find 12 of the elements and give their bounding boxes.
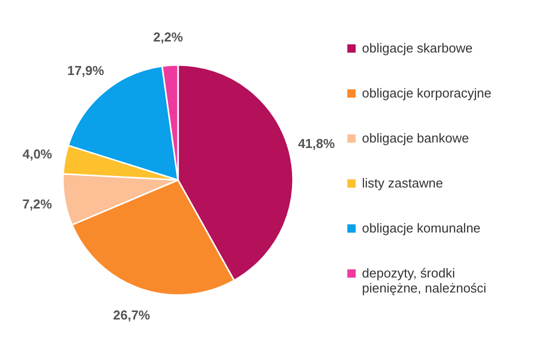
data-label: 4,0% (22, 146, 53, 162)
data-label: 17,9% (67, 62, 105, 78)
legend-label: obligacje korporacyjne (362, 86, 492, 100)
legend-label: listy zastawne (362, 176, 443, 190)
legend-label: obligacje bankowe (362, 130, 469, 146)
data-label: 41,8% (298, 136, 336, 151)
legend-label: obligacje skarbowe (362, 40, 473, 56)
data-label: 7,2% (22, 196, 52, 212)
data-label: 26,7% (113, 307, 150, 322)
legend-label: obligacje komunalne (362, 220, 481, 236)
legend-label: depozyty, środki pieniężne, należności (362, 266, 486, 296)
data-label: 2,2% (153, 29, 184, 44)
